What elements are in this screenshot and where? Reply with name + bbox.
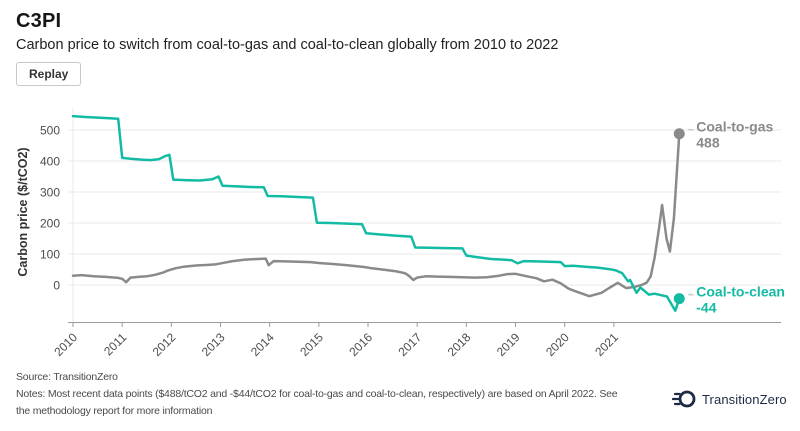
series-line-coal-to-gas <box>71 132 681 298</box>
transitionzero-logo-text: TransitionZero <box>702 391 787 407</box>
series-line-coal-to-clean <box>71 114 681 312</box>
x-tick-label-2012: 2012 <box>150 330 179 359</box>
y-tick-label: 0 <box>53 279 60 293</box>
x-tick-label-2015: 2015 <box>297 330 326 359</box>
x-tick-label-2016: 2016 <box>346 330 375 359</box>
y-tick-label: 300 <box>40 186 60 200</box>
transitionzero-logo-icon <box>672 390 696 408</box>
transitionzero-logo[interactable]: TransitionZero <box>672 387 787 411</box>
y-tick-label: 200 <box>40 217 60 231</box>
x-axis: 2010 2011 2012 2013 2014 2015 2016 2017 2018 2019… <box>51 322 781 359</box>
x-tick-label-2017: 2017 <box>396 330 425 359</box>
end-label-coal-to-gas: Coal-to-gas <box>696 119 773 135</box>
replay-button[interactable]: Replay <box>16 62 82 86</box>
notes-text-line-2: the methodology report for more informat… <box>16 405 213 417</box>
x-tick-label-2014: 2014 <box>248 330 277 359</box>
page-title: C3PI <box>16 10 62 32</box>
series-endpoint-coal-to-clean <box>673 293 685 305</box>
x-tick-label-2018: 2018 <box>445 330 474 359</box>
x-tick-label-2013: 2013 <box>199 330 228 359</box>
x-tick-label-2011: 2011 <box>101 330 129 358</box>
x-tick-label-2021: 2021 <box>592 330 621 359</box>
source-text: Source: TransitionZero <box>16 371 118 383</box>
y-tick-label: 100 <box>40 248 60 262</box>
end-label-coal-to-clean: Coal-to-clean <box>696 284 785 300</box>
end-value-coal-to-clean: -44 <box>696 300 716 316</box>
y-axis-title: Carbon price ($/tCO2) <box>16 147 30 276</box>
gridlines: 0 100 200 300 400 500 <box>40 108 781 323</box>
x-tick-label-2019: 2019 <box>494 330 523 359</box>
y-tick-label: 500 <box>40 124 60 138</box>
x-tick-label-2010: 2010 <box>51 330 80 359</box>
series-endpoint-coal-to-gas <box>673 128 685 140</box>
notes-text-line-1: Notes: Most recent data points ($488/tCO… <box>16 388 618 400</box>
chart-subtitle: Carbon price to switch from coal-to-gas … <box>16 37 559 53</box>
y-tick-label: 400 <box>40 155 60 169</box>
x-tick-label-2020: 2020 <box>543 330 572 359</box>
end-value-coal-to-gas: 488 <box>696 135 720 151</box>
